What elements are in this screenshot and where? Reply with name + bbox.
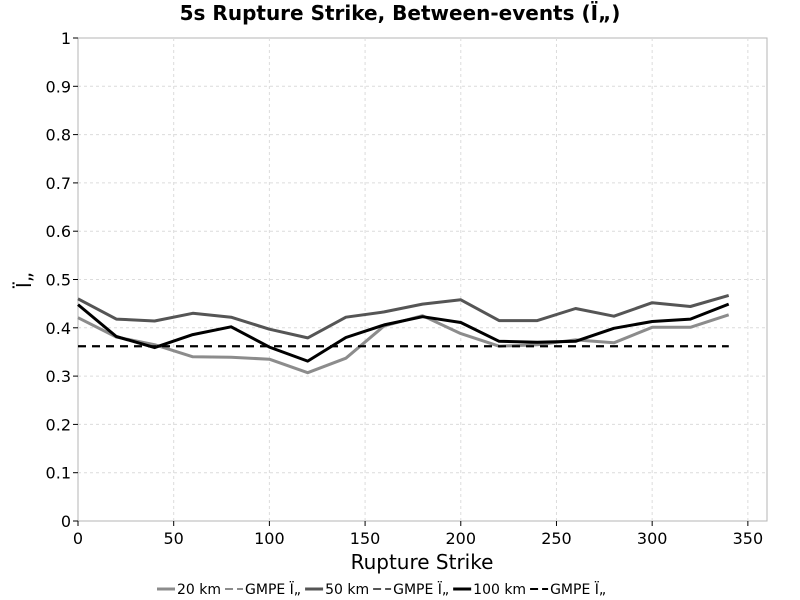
x-tick-label: 100: [254, 529, 285, 548]
y-tick-label: 1: [61, 29, 71, 48]
x-tick-label: 150: [350, 529, 381, 548]
chart-title: 5s Rupture Strike, Between-events (Ï„): [180, 1, 621, 25]
y-tick-label: 0.8: [46, 126, 71, 145]
x-tick-label: 50: [164, 529, 184, 548]
y-tick-label: 0: [61, 512, 71, 531]
y-tick-label: 0.6: [46, 222, 71, 241]
series-line-2: [77, 293, 730, 340]
legend-label-2: 50 km: [325, 582, 369, 598]
legend-label-4: 100 km: [473, 582, 526, 598]
series-line-4: [77, 302, 730, 363]
legend-label-3: GMPE Ï„: [393, 580, 449, 598]
x-tick-label: 200: [446, 529, 477, 548]
legend-label-1: GMPE Ï„: [245, 580, 301, 598]
y-tick-label: 0.3: [46, 367, 71, 386]
x-tick-label: 350: [733, 529, 764, 548]
legend-label-5: GMPE Ï„: [550, 580, 606, 598]
y-tick-label: 0.5: [46, 271, 71, 290]
y-tick-label: 0.9: [46, 77, 71, 96]
x-axis-title: Rupture Strike: [351, 550, 494, 574]
x-tick-label: 300: [637, 529, 668, 548]
y-tick-label: 0.7: [46, 174, 71, 193]
x-axis-ticks: 0 50 100 150 200 250 300 350: [73, 521, 763, 548]
y-tick-label: 0.1: [46, 464, 71, 483]
y-tick-label: 0.2: [46, 415, 71, 434]
y-axis-title: Ï„: [12, 272, 36, 288]
y-tick-label: 0.4: [46, 319, 71, 338]
x-tick-label: 250: [541, 529, 572, 548]
series-layer: [77, 293, 730, 375]
y-axis-ticks: 0 0.1 0.2 0.3 0.4 0.5 0.6 0.7 0.8 0.9 1: [46, 29, 78, 531]
legend-label-0: 20 km: [177, 582, 221, 598]
grid: [78, 38, 767, 521]
x-tick-label: 0: [73, 529, 83, 548]
legend: 20 km GMPE Ï„ 50 km GMPE Ï„ 100 km GMPE Ï„: [157, 580, 606, 598]
